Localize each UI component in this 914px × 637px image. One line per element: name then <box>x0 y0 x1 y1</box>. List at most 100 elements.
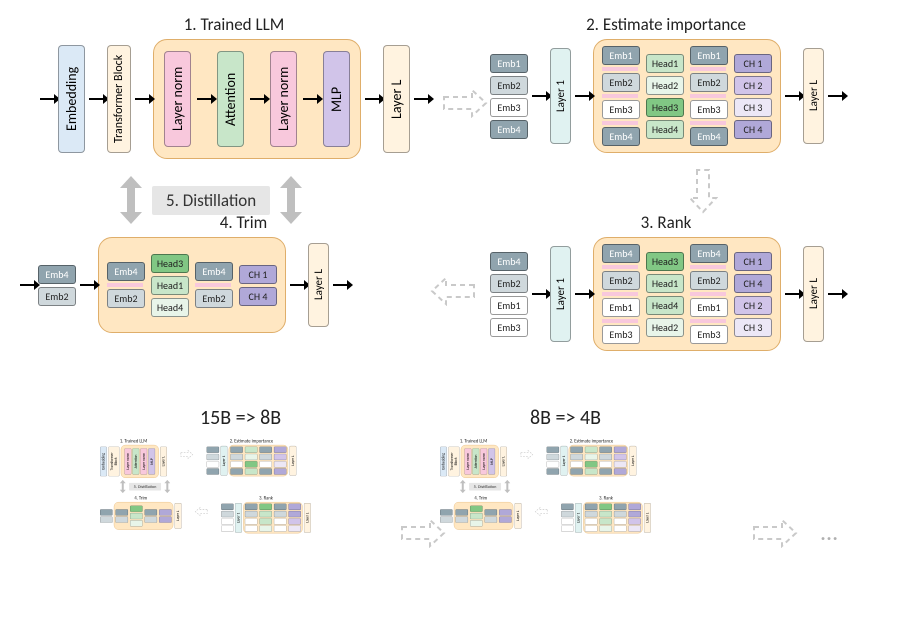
ch-cell: CH 4 <box>734 274 772 293</box>
head-cell: Head3 <box>151 254 189 273</box>
emb-cell: Emb2 <box>107 289 145 308</box>
mini-cell <box>440 509 453 515</box>
emb-cell: Emb1 <box>602 298 640 317</box>
mini-cell <box>547 468 560 474</box>
emb-cell: Emb3 <box>602 325 640 344</box>
mini-card <box>454 502 513 530</box>
layernorm-strip <box>602 67 638 71</box>
head-cell: Head3 <box>646 98 684 117</box>
mini-cell <box>274 461 287 467</box>
mini-cell <box>207 447 220 453</box>
mini-cell <box>245 525 258 531</box>
layer-l-block: Layer L <box>803 48 824 144</box>
stage-2-pipeline: Emb1 Emb2 Emb3 Emb4 Layer 1 Emb1 Emb2 Em… <box>490 39 842 153</box>
mini-cell <box>207 454 220 460</box>
mini-cell <box>470 505 483 511</box>
mini-block: Layer L <box>515 503 522 529</box>
emb-cell: Emb4 <box>602 127 640 146</box>
head-cell: Head1 <box>646 274 684 293</box>
stage-4-card: Emb4 Emb2 Head3 Head1 Head4 Emb4 Emb2 CH… <box>98 237 286 333</box>
mini-block: Embedding <box>100 447 107 477</box>
head-col: Head3 Head1 Head4 <box>151 254 189 317</box>
ch-cell: CH 4 <box>239 287 277 306</box>
layernorm-strip <box>602 319 638 323</box>
head-cell: Head2 <box>646 76 684 95</box>
mini-col <box>274 447 287 475</box>
mini-block: MLP <box>148 448 155 474</box>
stage-1-trained-llm: 1. Trained LLM Embedding Transformer Blo… <box>40 14 428 159</box>
mini-block: Layer norm <box>140 448 147 474</box>
mini-cell <box>245 504 258 510</box>
mini-block: Transformer Block <box>448 447 459 477</box>
layer-l-block: Layer L <box>308 243 329 327</box>
mini-cell <box>628 511 641 517</box>
mini-col <box>561 504 574 532</box>
layernorm-strip <box>602 121 638 125</box>
mini-diagram-right: 1. Trained LLM Embedding Transformer Blo… <box>440 438 730 533</box>
stage-2-estimate-importance: 2. Estimate importance Emb1 Emb2 Emb3 Em… <box>490 14 842 153</box>
mini-cell <box>288 511 301 517</box>
mini-card <box>229 445 288 476</box>
mini-block: Layer L <box>160 447 167 477</box>
mini-col <box>245 447 258 475</box>
mini-cell <box>130 505 143 511</box>
mini-cell <box>274 525 287 531</box>
dashed-arrow-icon <box>430 276 476 311</box>
mini-cell <box>159 509 172 515</box>
emb-cell: Emb4 <box>490 252 528 271</box>
mini-col <box>145 509 158 523</box>
mini-cell <box>259 461 272 467</box>
mini-cell <box>145 516 158 522</box>
ch-cell: CH 3 <box>734 318 772 337</box>
mini-cell <box>259 511 272 517</box>
layernorm-strip <box>690 67 726 71</box>
mini-title: 3. Rank <box>561 495 651 501</box>
layernorm-strip <box>690 265 726 269</box>
transformer-detail-card: Layer norm Attention Layer norm MLP <box>153 39 361 159</box>
mini-cell <box>599 461 612 467</box>
mini-cell <box>221 525 234 531</box>
mini-col <box>485 509 498 523</box>
mini-cell <box>207 468 220 474</box>
mini-cell <box>470 513 483 519</box>
stage-2-title: 2. Estimate importance <box>490 14 842 35</box>
mini-cell <box>599 525 612 531</box>
mini-col <box>159 509 172 523</box>
arrow-icon <box>89 98 103 100</box>
arrow-icon <box>303 98 317 100</box>
mini-distill-label: 5. Distillation <box>469 483 501 491</box>
layer-l-block: Layer L <box>383 45 410 153</box>
emb-col-a: Emb4 Emb2 Emb1 Emb3 <box>602 244 640 344</box>
mini-cell <box>245 468 258 474</box>
mini-cell <box>547 447 560 453</box>
arrow-icon <box>365 98 379 100</box>
mini-cell <box>585 504 598 510</box>
stage-3-rank: 3. Rank Emb4 Emb2 Emb1 Emb3 Layer 1 Emb4… <box>490 212 842 351</box>
mini-cell <box>230 468 243 474</box>
head-cell: Head1 <box>151 276 189 295</box>
emb-col-b: Emb1 Emb2 Emb3 Emb4 <box>690 46 728 146</box>
mini-cell <box>221 518 234 524</box>
mini-col <box>230 447 243 475</box>
dashed-arrow-icon <box>442 88 488 123</box>
mini-cell <box>614 511 627 517</box>
double-arrow-icon <box>120 176 142 224</box>
emb-cell: Emb3 <box>690 325 728 344</box>
mini-cell <box>585 454 598 460</box>
arrow-icon <box>290 284 304 286</box>
mini-cell <box>499 516 512 522</box>
mini-cell <box>245 454 258 460</box>
mini-cell <box>499 509 512 515</box>
emb-col-b: Emb4 Emb2 Emb1 Emb3 <box>690 244 728 344</box>
arrow-icon <box>40 98 54 100</box>
mini-block: Layer L <box>175 503 182 529</box>
emb-cell: Emb1 <box>690 46 728 65</box>
emb-cell: Emb4 <box>690 244 728 263</box>
emb-cell: Emb3 <box>602 100 640 119</box>
mini-cell <box>245 511 258 517</box>
mini-cell <box>456 509 469 515</box>
mini-cell <box>585 518 598 524</box>
emb-cell: Emb4 <box>107 262 145 281</box>
mini-col <box>570 447 583 475</box>
mini-card <box>114 502 173 530</box>
